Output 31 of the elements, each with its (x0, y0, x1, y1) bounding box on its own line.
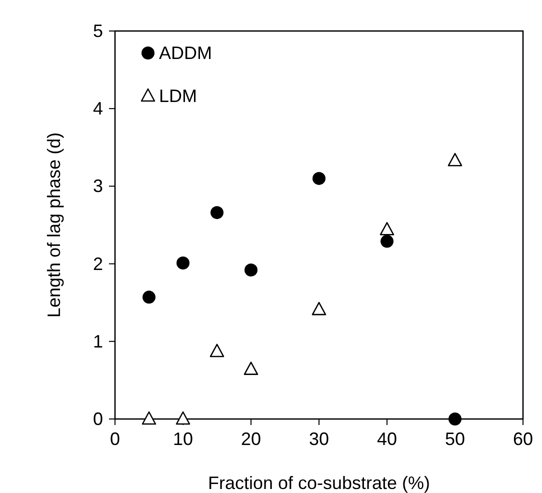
y-tick-label: 0 (92, 409, 103, 429)
point (244, 362, 258, 375)
x-tick-label: 10 (172, 429, 194, 449)
x-tick-label: 50 (444, 429, 466, 449)
y-axis-title: Length of lag phase (d) (44, 132, 64, 318)
x-tick-label: 60 (512, 429, 534, 449)
point (312, 302, 326, 316)
y-tick-label: 3 (92, 176, 103, 196)
legend-label: ADDM (159, 43, 212, 63)
point (142, 290, 156, 304)
point (176, 411, 190, 425)
y-tick-label: 4 (92, 98, 103, 119)
x-tick-label: 30 (308, 429, 330, 449)
point (244, 264, 258, 277)
y-tick-label: 2 (92, 254, 103, 274)
y-tick-label: 5 (92, 21, 103, 41)
x-tick-label: 40 (376, 429, 398, 449)
point (380, 222, 394, 236)
point (312, 172, 326, 185)
point (448, 412, 462, 426)
x-tick-label: 0 (110, 429, 120, 449)
x-axis-title: Fraction of co-substrate (%) (208, 473, 430, 493)
point (210, 206, 224, 220)
point (380, 234, 394, 248)
x-tick-label: 20 (240, 429, 262, 449)
point (448, 152, 462, 166)
point (210, 344, 224, 358)
point (176, 256, 190, 270)
y-tick-label: 1 (92, 331, 103, 352)
point (142, 411, 156, 425)
legend-label: LDM (159, 86, 198, 106)
